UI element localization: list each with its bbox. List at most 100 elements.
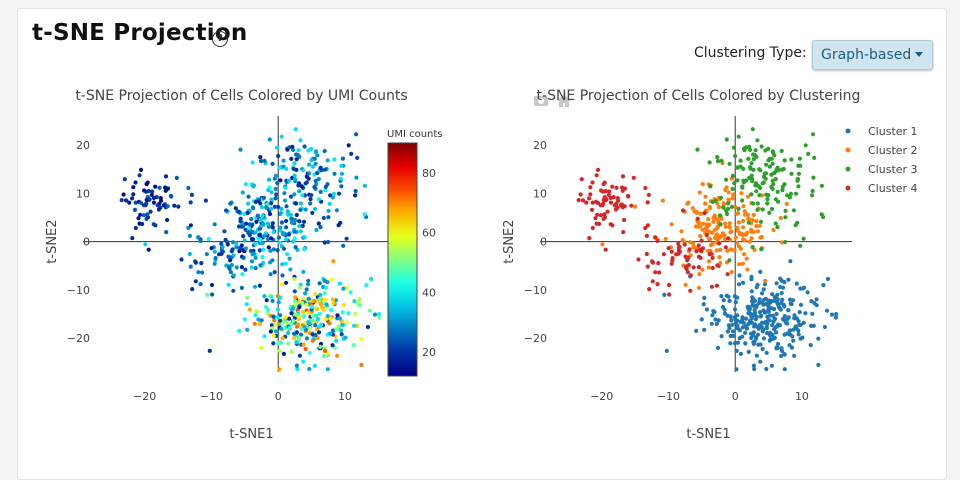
data-point [322,291,327,296]
data-point [622,217,627,223]
data-point [321,307,326,312]
data-point [734,165,739,170]
data-point [131,185,136,190]
data-point [785,316,790,322]
data-point [270,258,275,263]
data-point [261,222,266,227]
data-point [786,308,791,313]
data-point [219,241,224,246]
data-point [259,318,264,323]
data-point [196,270,201,275]
camera-icon[interactable] [534,96,548,106]
data-point [721,205,726,210]
clustering-type-dropdown[interactable]: Graph-based [812,40,933,70]
data-point [763,278,768,283]
data-point [271,247,276,252]
data-point [711,219,716,224]
data-point [289,220,294,225]
data-point [273,186,278,192]
data-point [262,334,267,339]
data-point [317,298,322,303]
data-point [249,265,254,270]
data-point [276,204,281,210]
data-point [247,307,252,312]
data-point [335,353,340,358]
data-point [301,168,306,173]
data-point [326,215,331,220]
data-point [757,193,762,198]
data-point [741,225,746,230]
data-point [273,196,278,201]
data-point [274,192,279,197]
data-point [341,302,347,307]
legend-item[interactable]: Cluster 3 [845,163,918,176]
data-point [339,328,344,333]
data-point [248,248,254,254]
data-point [339,184,344,189]
home-icon[interactable] [557,94,571,107]
legend-item[interactable]: Cluster 1 [845,125,918,138]
data-point [579,177,584,182]
charts-canvas: t-SNE Projection of Cells Colored by UMI… [45,88,918,442]
data-point [718,195,724,200]
data-point [306,320,311,325]
data-point [265,307,270,312]
data-point [258,155,263,160]
data-point [614,201,619,206]
data-point [306,148,311,153]
data-point [706,236,712,242]
data-point [316,197,321,202]
data-point [705,248,711,254]
data-point [751,167,756,172]
data-point [276,235,281,240]
data-point [731,145,737,150]
data-point [258,217,263,222]
data-point [138,200,143,205]
data-point [727,161,732,166]
data-point [758,269,763,274]
data-point [738,246,744,251]
data-point [610,184,615,189]
data-point [695,147,700,152]
data-point [753,181,759,186]
data-point [368,276,374,282]
data-point [786,277,791,282]
data-point [285,209,290,214]
data-point [301,219,307,224]
data-point [297,353,302,358]
data-point [663,236,668,242]
data-point [711,309,716,314]
data-point [645,223,651,228]
data-point [297,285,302,290]
data-point [746,156,751,161]
data-point [331,191,337,196]
data-point [601,197,606,203]
data-point [726,190,731,195]
data-point [292,161,297,166]
data-point [269,294,274,299]
data-point [733,300,738,305]
data-point [803,311,808,316]
data-point [729,318,734,323]
data-point [779,148,784,154]
data-point [294,157,299,162]
data-point [348,290,353,295]
legend-item[interactable]: Cluster 4 [845,182,918,195]
data-point [754,285,759,290]
data-point [702,210,707,216]
data-point [253,230,258,235]
data-point [346,143,351,148]
data-point [309,193,314,198]
data-point [138,212,143,217]
data-point [240,272,245,277]
data-point [186,225,191,231]
data-point [626,194,631,199]
legend-item[interactable]: Cluster 2 [845,144,918,157]
data-point [289,156,294,161]
help-icon[interactable]: ? [212,31,228,47]
data-point [304,174,309,179]
data-point [595,200,601,205]
data-point [602,212,607,217]
data-point [138,167,144,172]
data-point [144,216,149,221]
